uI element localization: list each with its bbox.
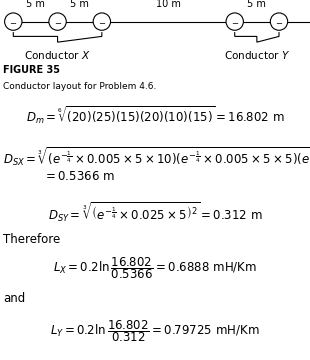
Text: $D_{SX} = \sqrt[3]{(e^{-\frac{1}{4}} \times 0.005 \times 5 \times 10)(e^{-\frac{: $D_{SX} = \sqrt[3]{(e^{-\frac{1}{4}} \ti…: [3, 145, 310, 168]
Text: $D_{SY} = \sqrt[3]{\left(e^{-\frac{1}{4}} \times 0.025 \times 5\right)^2} = 0.31: $D_{SY} = \sqrt[3]{\left(e^{-\frac{1}{4}…: [48, 201, 262, 224]
Text: 5 m: 5 m: [247, 0, 266, 9]
Text: and: and: [3, 292, 25, 305]
Text: Conductor $X$: Conductor $X$: [24, 49, 91, 61]
Text: Therefore: Therefore: [3, 233, 60, 246]
Text: $-$: $-$: [275, 17, 283, 26]
Text: $D_m = \sqrt[6]{(20)(25)(15)(20)(10)(15)} = 16.802\ \mathrm{m}$: $D_m = \sqrt[6]{(20)(25)(15)(20)(10)(15)…: [26, 104, 284, 126]
Ellipse shape: [93, 13, 111, 30]
Text: Conductor layout for Problem 4.6.: Conductor layout for Problem 4.6.: [3, 82, 157, 91]
Ellipse shape: [270, 13, 288, 30]
Text: $L_Y = 0.2\ln \dfrac{16.802}{0.312} = 0.79725\ \mathrm{mH/Km}$: $L_Y = 0.2\ln \dfrac{16.802}{0.312} = 0.…: [50, 318, 260, 344]
Ellipse shape: [49, 13, 66, 30]
Text: $-$: $-$: [54, 17, 62, 26]
Text: $-$: $-$: [98, 17, 106, 26]
Text: 5 m: 5 m: [70, 0, 89, 9]
Ellipse shape: [5, 13, 22, 30]
Text: $L_X = 0.2\ln \dfrac{16.802}{0.5366} = 0.6888\ \mathrm{mH/Km}$: $L_X = 0.2\ln \dfrac{16.802}{0.5366} = 0…: [53, 255, 257, 281]
Text: 5 m: 5 m: [26, 0, 45, 9]
Text: Conductor $Y$: Conductor $Y$: [224, 49, 290, 61]
Text: $-$: $-$: [9, 17, 17, 26]
Text: FIGURE 35: FIGURE 35: [3, 65, 60, 75]
Ellipse shape: [226, 13, 243, 30]
Text: $= 0.5366\ \mathrm{m}$: $= 0.5366\ \mathrm{m}$: [43, 170, 115, 183]
Text: 10 m: 10 m: [156, 0, 181, 9]
Text: $-$: $-$: [231, 17, 239, 26]
